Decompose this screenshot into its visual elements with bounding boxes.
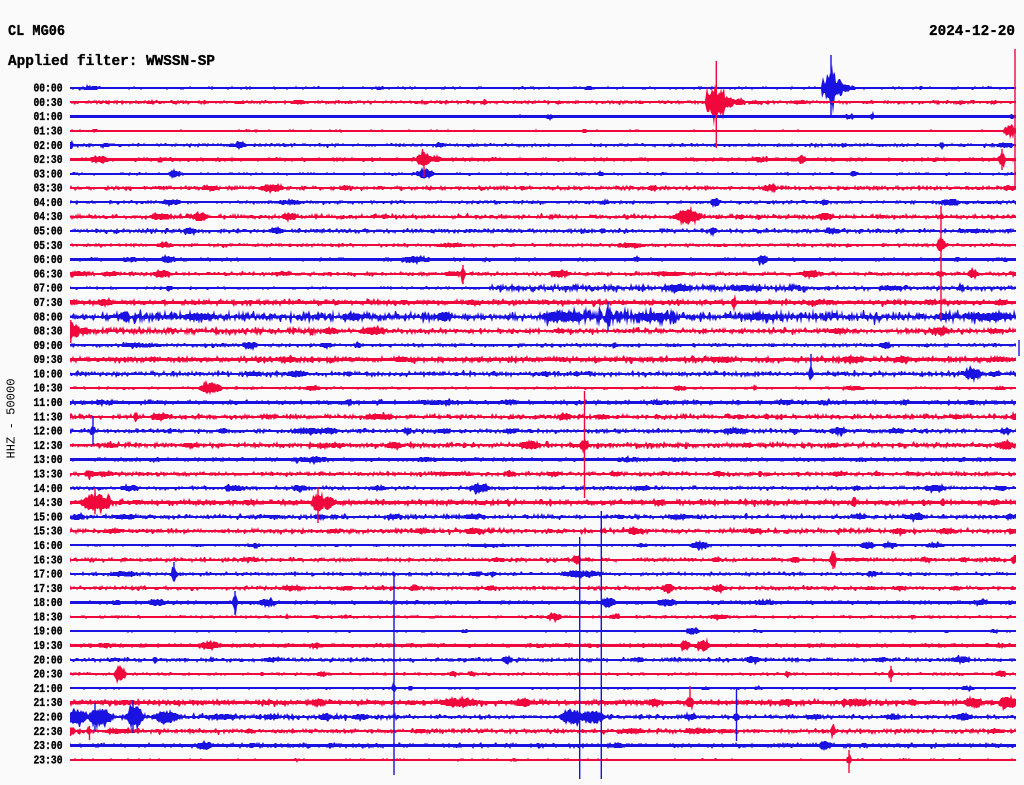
svg-text:12:30: 12:30	[34, 439, 63, 453]
svg-text:06:30: 06:30	[34, 267, 63, 281]
svg-text:04:30: 04:30	[34, 210, 63, 224]
svg-text:02:00: 02:00	[34, 139, 63, 153]
svg-text:21:00: 21:00	[34, 682, 63, 696]
svg-text:11:00: 11:00	[34, 396, 63, 410]
svg-text:CL MG06: CL MG06	[8, 23, 65, 40]
svg-text:14:00: 14:00	[34, 482, 63, 496]
svg-text:00:00: 00:00	[34, 82, 63, 96]
svg-text:07:00: 07:00	[34, 282, 63, 296]
svg-text:01:30: 01:30	[34, 125, 63, 139]
svg-text:20:30: 20:30	[34, 668, 63, 682]
svg-text:02:30: 02:30	[34, 153, 63, 167]
svg-text:14:30: 14:30	[34, 496, 63, 510]
svg-text:Applied filter: WWSSN-SP: Applied filter: WWSSN-SP	[8, 53, 215, 70]
svg-text:11:30: 11:30	[34, 410, 63, 424]
svg-text:18:30: 18:30	[34, 610, 63, 624]
svg-text:HHZ - 50000: HHZ - 50000	[5, 379, 19, 459]
svg-text:16:30: 16:30	[34, 553, 63, 567]
svg-text:06:00: 06:00	[34, 253, 63, 267]
svg-text:15:00: 15:00	[34, 510, 63, 524]
svg-text:13:00: 13:00	[34, 453, 63, 467]
svg-text:10:30: 10:30	[34, 382, 63, 396]
svg-text:08:30: 08:30	[34, 325, 63, 339]
svg-text:12:00: 12:00	[34, 425, 63, 439]
svg-text:23:00: 23:00	[34, 739, 63, 753]
svg-text:17:30: 17:30	[34, 582, 63, 596]
svg-text:00:30: 00:30	[34, 96, 63, 110]
svg-text:03:00: 03:00	[34, 167, 63, 181]
svg-text:22:30: 22:30	[34, 725, 63, 739]
svg-text:18:00: 18:00	[34, 596, 63, 610]
svg-text:19:00: 19:00	[34, 625, 63, 639]
svg-text:05:30: 05:30	[34, 239, 63, 253]
svg-text:20:00: 20:00	[34, 653, 63, 667]
svg-text:22:00: 22:00	[34, 711, 63, 725]
svg-text:03:30: 03:30	[34, 182, 63, 196]
svg-text:05:00: 05:00	[34, 225, 63, 239]
svg-text:09:30: 09:30	[34, 353, 63, 367]
svg-text:19:30: 19:30	[34, 639, 63, 653]
svg-text:09:00: 09:00	[34, 339, 63, 353]
svg-text:16:00: 16:00	[34, 539, 63, 553]
svg-text:07:30: 07:30	[34, 296, 63, 310]
svg-text:17:00: 17:00	[34, 568, 63, 582]
svg-text:2024-12-20: 2024-12-20	[929, 23, 1015, 40]
svg-text:10:00: 10:00	[34, 368, 63, 382]
svg-text:21:30: 21:30	[34, 696, 63, 710]
svg-text:04:00: 04:00	[34, 196, 63, 210]
svg-text:23:30: 23:30	[34, 753, 63, 767]
svg-text:15:30: 15:30	[34, 525, 63, 539]
svg-text:08:00: 08:00	[34, 310, 63, 324]
svg-text:13:30: 13:30	[34, 468, 63, 482]
svg-text:01:00: 01:00	[34, 110, 63, 124]
